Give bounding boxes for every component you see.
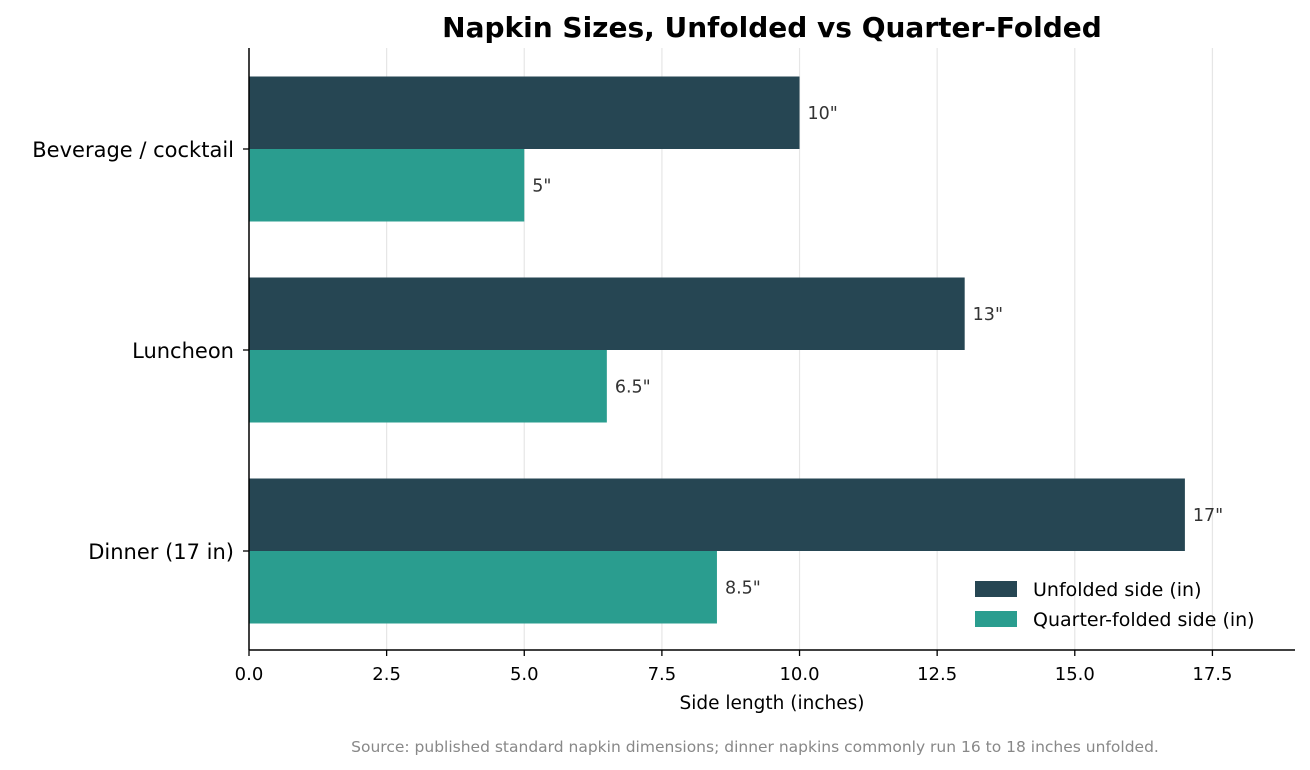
bar-quarter-folded	[249, 149, 525, 222]
bar-value-label: 6.5"	[615, 377, 651, 397]
category-label: Luncheon	[132, 339, 234, 363]
x-tick-label: 12.5	[917, 664, 957, 685]
bar-unfolded	[249, 277, 965, 350]
x-tick-label: 0.0	[235, 664, 264, 685]
category-labels: Beverage / cocktail Luncheon Dinner (17 in…	[32, 138, 234, 564]
x-tick-label: 17.5	[1192, 664, 1232, 685]
bar-unfolded	[249, 478, 1185, 551]
bar-quarter-folded	[249, 551, 717, 624]
x-tick-labels: 0.0 2.5 5.0 7.5 10.0 12.5 15.0 17.5	[235, 664, 1233, 685]
x-tick-label: 2.5	[372, 664, 401, 685]
bar-value-label: 10"	[808, 104, 838, 124]
legend-swatch	[975, 611, 1017, 627]
axes	[243, 48, 1295, 656]
bar-unfolded	[249, 76, 800, 149]
legend-label: Quarter-folded side (in)	[1033, 609, 1255, 631]
x-tick-label: 10.0	[779, 664, 819, 685]
legend: Unfolded side (in) Quarter-folded side (i…	[975, 579, 1255, 631]
chart-title: Napkin Sizes, Unfolded vs Quarter-Folded	[442, 11, 1102, 44]
category-label: Beverage / cocktail	[32, 138, 234, 162]
legend-label: Unfolded side (in)	[1033, 579, 1202, 601]
value-labels: 10" 5" 13" 6.5" 17" 8.5"	[532, 104, 1223, 599]
category-label: Dinner (17 in)	[88, 540, 234, 564]
bar-value-label: 5"	[532, 176, 551, 196]
x-tick-label: 15.0	[1055, 664, 1095, 685]
bar-marks	[249, 76, 1185, 624]
x-tick-label: 7.5	[648, 664, 677, 685]
x-tick-label: 5.0	[510, 664, 539, 685]
bar-value-label: 8.5"	[725, 578, 761, 598]
x-axis-label: Side length (inches)	[680, 693, 865, 714]
bar-value-label: 13"	[973, 305, 1003, 325]
source-note: Source: published standard napkin dimens…	[351, 738, 1159, 756]
legend-swatch	[975, 581, 1017, 597]
bar-quarter-folded	[249, 350, 607, 423]
bar-value-label: 17"	[1193, 506, 1223, 526]
